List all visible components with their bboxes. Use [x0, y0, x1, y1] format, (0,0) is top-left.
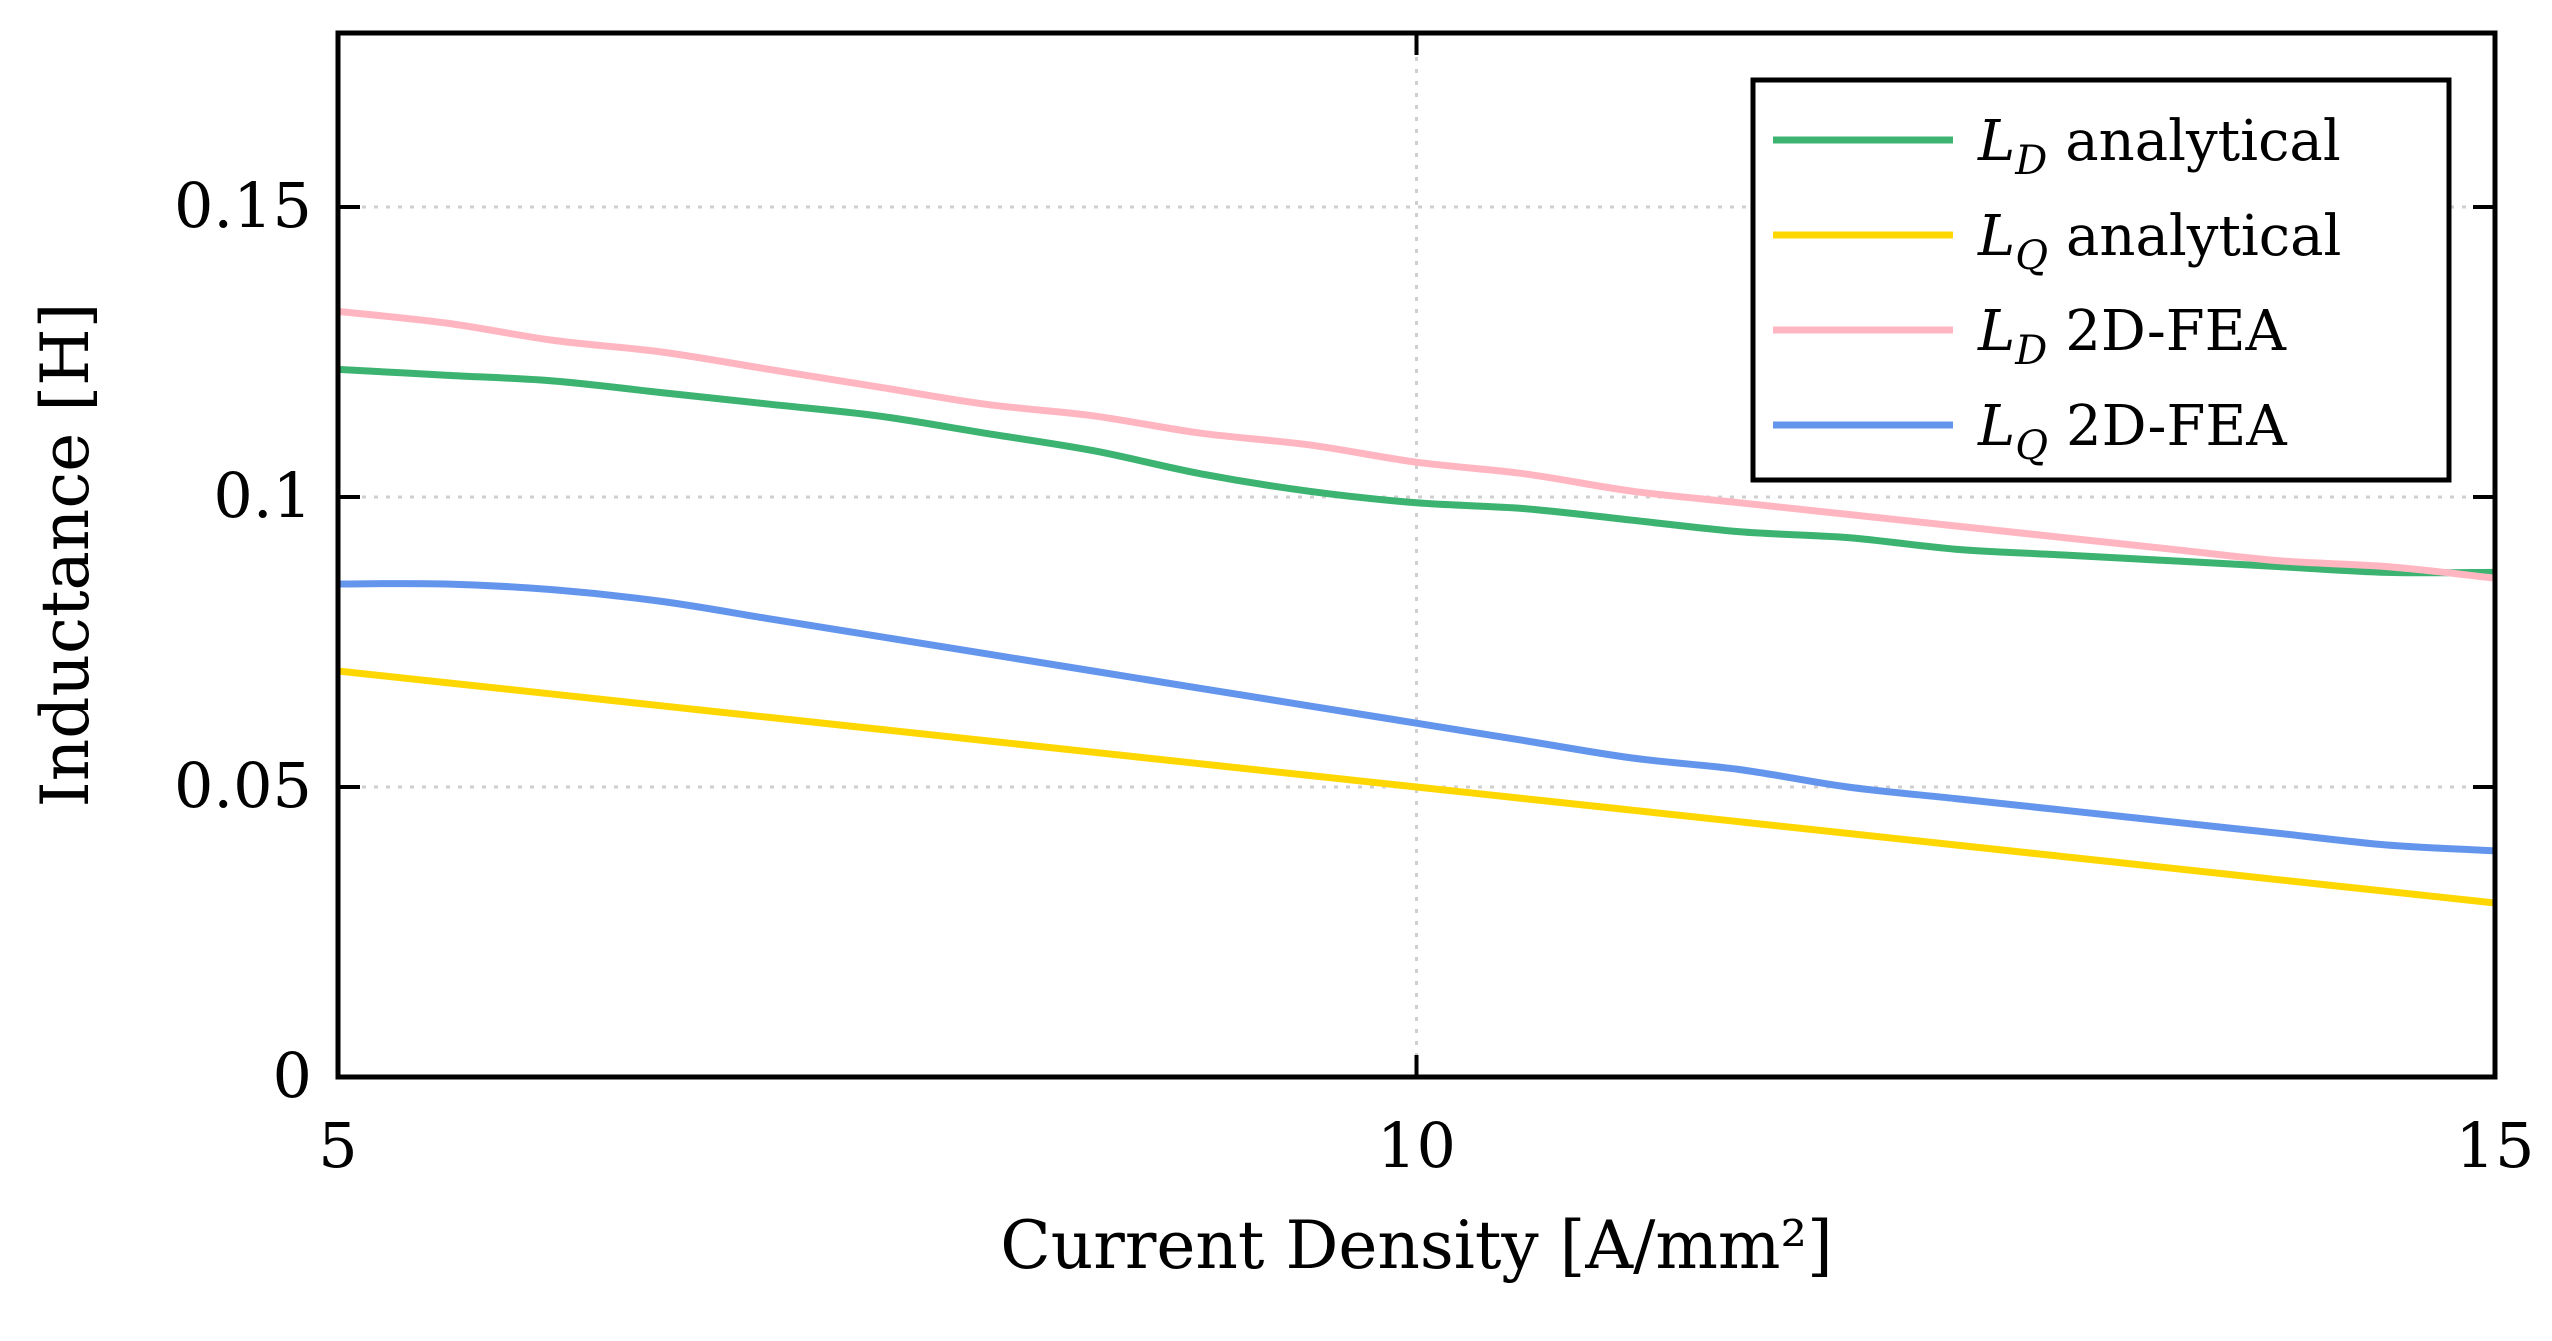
x-tick-label: 10	[1377, 1109, 1456, 1182]
y-tick-label: 0.15	[174, 169, 312, 242]
y-axis-label: Inductance [H]	[27, 303, 104, 808]
legend-label-2: LQ analytical	[1977, 204, 2341, 279]
legend-box	[1750, 77, 2452, 483]
legend: LD analytical LQ analytical LD 2D-FEA LQ 2D-FEA	[1750, 77, 2452, 483]
y-tick-label: 0.1	[213, 459, 312, 532]
series-line-1	[337, 365, 2496, 577]
legend-label-4: LQ 2D-FEA	[1977, 394, 2287, 469]
x-tick-label: 5	[318, 1109, 357, 1182]
series-line-4	[337, 580, 2496, 855]
series-line-2	[337, 667, 2496, 907]
y-tick-label: 0	[273, 1039, 312, 1112]
legend-label-3: LD 2D-FEA	[1977, 299, 2286, 374]
axis-ticks: 0 0.05 0.1 0.15 5 10 15	[174, 33, 2535, 1182]
x-tick-label: 15	[2456, 1109, 2535, 1182]
legend-label-1: LD analytical	[1977, 109, 2341, 184]
y-tick-label: 0.05	[174, 749, 312, 822]
x-axis-label: Current Density [A/mm²]	[1000, 1207, 1832, 1284]
series-lines	[337, 307, 2496, 907]
series-line-3	[337, 307, 2496, 582]
